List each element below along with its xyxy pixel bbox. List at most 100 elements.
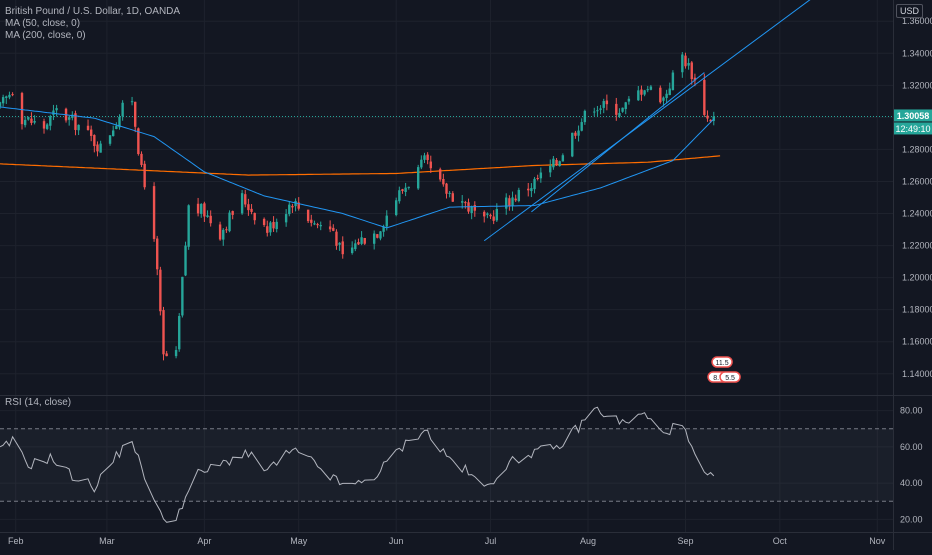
candle-down[interactable] xyxy=(96,144,99,152)
events-layer[interactable]: 11.5 8.7 5.5 xyxy=(707,356,741,383)
candle-up[interactable] xyxy=(181,276,184,316)
candle-up[interactable] xyxy=(23,119,27,126)
candle-up[interactable] xyxy=(533,178,536,190)
candle-up[interactable] xyxy=(55,108,58,111)
candle-down[interactable] xyxy=(244,194,247,205)
candle-down[interactable] xyxy=(250,208,253,212)
candle-up[interactable] xyxy=(77,124,80,131)
candle-up[interactable] xyxy=(549,165,552,173)
candle-up[interactable] xyxy=(118,116,121,128)
candle-up[interactable] xyxy=(288,204,291,215)
candle-down[interactable] xyxy=(706,115,709,119)
candle-down[interactable] xyxy=(574,132,577,136)
candle-down[interactable] xyxy=(86,125,90,131)
candle-up[interactable] xyxy=(350,247,354,254)
candle-down[interactable] xyxy=(439,169,442,180)
candle-down[interactable] xyxy=(615,103,618,115)
candle-up[interactable] xyxy=(417,167,420,189)
candle-down[interactable] xyxy=(555,159,558,165)
candle-up[interactable] xyxy=(687,63,690,66)
candle-up[interactable] xyxy=(130,101,134,103)
candle-up[interactable] xyxy=(561,155,565,162)
candle-down[interactable] xyxy=(640,89,643,95)
rsi-legend[interactable]: RSI (14, close) xyxy=(5,397,72,408)
candle-up[interactable] xyxy=(580,122,583,131)
candle-down[interactable] xyxy=(445,183,448,194)
candle-up[interactable] xyxy=(313,223,316,225)
candle-up[interactable] xyxy=(517,189,521,201)
candle-up[interactable] xyxy=(269,222,272,233)
candle-down[interactable] xyxy=(703,79,706,115)
candle-down[interactable] xyxy=(341,241,344,255)
candle-down[interactable] xyxy=(684,55,687,67)
candle-up[interactable] xyxy=(228,212,231,232)
candle-up[interactable] xyxy=(240,193,244,214)
candle-up[interactable] xyxy=(470,206,473,214)
candle-down[interactable] xyxy=(508,198,511,207)
candle-down[interactable] xyxy=(20,93,24,125)
candle-down[interactable] xyxy=(165,353,168,357)
candle-up[interactable] xyxy=(423,155,426,160)
candle-up[interactable] xyxy=(643,90,646,95)
candle-up[interactable] xyxy=(360,237,363,244)
candle-down[interactable] xyxy=(42,121,46,129)
candle-up[interactable] xyxy=(407,186,410,188)
candle-up[interactable] xyxy=(665,93,668,99)
candle-up[interactable] xyxy=(382,226,385,232)
candle-up[interactable] xyxy=(394,200,398,216)
candle-up[interactable] xyxy=(599,108,602,110)
candle-down[interactable] xyxy=(310,219,313,223)
candle-up[interactable] xyxy=(637,90,640,101)
candle-up[interactable] xyxy=(354,243,357,250)
candle-down[interactable] xyxy=(143,163,146,188)
candle-up[interactable] xyxy=(593,111,596,113)
candle-up[interactable] xyxy=(420,159,423,168)
candle-down[interactable] xyxy=(328,226,332,230)
candle-up[interactable] xyxy=(539,172,543,179)
candle-down[interactable] xyxy=(196,203,200,214)
candle-up[interactable] xyxy=(583,110,587,123)
candle-up[interactable] xyxy=(338,242,341,245)
candle-up[interactable] xyxy=(200,203,203,214)
candle-up[interactable] xyxy=(67,117,71,120)
candle-down[interactable] xyxy=(335,231,338,246)
candle-down[interactable] xyxy=(357,242,360,245)
candle-up[interactable] xyxy=(385,215,388,227)
candle-up[interactable] xyxy=(404,187,407,192)
candle-down[interactable] xyxy=(306,209,310,222)
candle-up[interactable] xyxy=(662,97,665,101)
candle-up[interactable] xyxy=(45,124,49,129)
candle-down[interactable] xyxy=(429,161,432,169)
candle-down[interactable] xyxy=(363,237,366,244)
candle-up[interactable] xyxy=(495,208,499,221)
candle-up[interactable] xyxy=(627,98,631,102)
candle-up[interactable] xyxy=(681,54,684,73)
candle-up[interactable] xyxy=(671,72,675,91)
candle-down[interactable] xyxy=(266,226,269,233)
candle-up[interactable] xyxy=(621,107,624,112)
candle-up[interactable] xyxy=(222,229,225,240)
candle-down[interactable] xyxy=(693,77,697,81)
candle-down[interactable] xyxy=(134,101,137,127)
candle-up[interactable] xyxy=(530,188,533,192)
event-marker[interactable] xyxy=(719,371,741,383)
candle-up[interactable] xyxy=(618,112,621,117)
candle-down[interactable] xyxy=(291,205,294,208)
ma50-legend[interactable]: MA (50, close, 0) xyxy=(5,18,81,29)
candle-down[interactable] xyxy=(709,119,712,122)
candle-up[interactable] xyxy=(115,125,118,130)
candle-up[interactable] xyxy=(71,114,74,118)
candle-up[interactable] xyxy=(558,161,561,166)
candle-up[interactable] xyxy=(668,88,671,96)
candle-up[interactable] xyxy=(8,94,11,98)
candle-up[interactable] xyxy=(178,315,181,350)
candle-down[interactable] xyxy=(426,154,429,161)
candle-up[interactable] xyxy=(398,190,401,202)
candle-down[interactable] xyxy=(483,211,486,217)
candle-up[interactable] xyxy=(206,215,209,217)
candle-up[interactable] xyxy=(577,130,580,136)
candle-up[interactable] xyxy=(624,102,627,110)
candle-down[interactable] xyxy=(156,238,159,270)
candle-down[interactable] xyxy=(203,203,206,217)
